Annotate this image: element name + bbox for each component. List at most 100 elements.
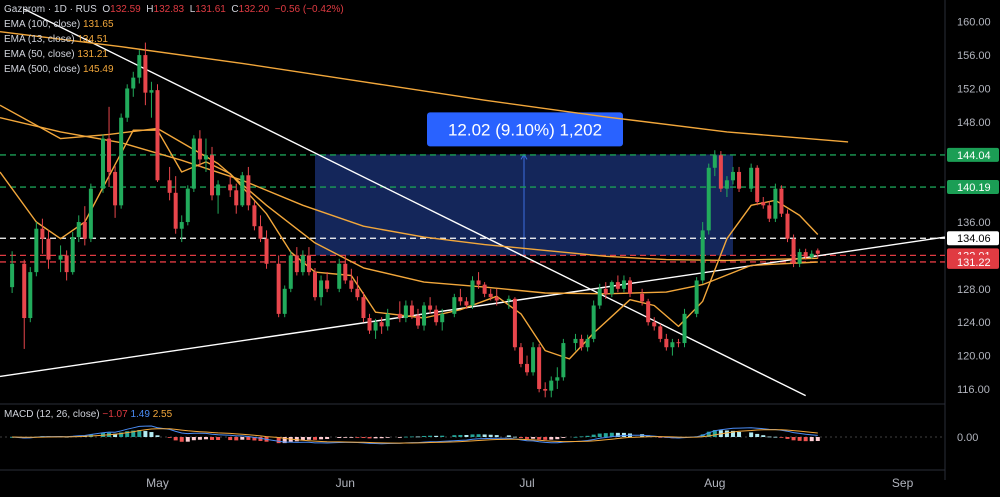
candle-body: [107, 138, 112, 172]
measure-label: 12.02 (9.10%) 1,202: [448, 120, 602, 139]
candle-body: [428, 305, 433, 310]
indicator-ema-50[interactable]: EMA (50, close) 131.21: [4, 47, 344, 62]
candle-body: [555, 377, 560, 381]
macd-histogram-bar: [143, 431, 148, 437]
candle: [773, 183, 778, 223]
candle-body: [470, 280, 475, 306]
candle-body: [458, 297, 463, 302]
candle-body: [482, 284, 487, 294]
open-value: 132.59: [110, 4, 141, 15]
macd-histogram-bar: [440, 435, 445, 437]
candle-body: [276, 263, 281, 314]
ema-line: [0, 117, 818, 262]
macd-histogram-bar: [452, 435, 457, 437]
candle: [785, 209, 790, 243]
candle: [258, 215, 263, 243]
symbol-label[interactable]: Gazprom · 1D · RUS: [4, 4, 97, 15]
candle: [518, 343, 523, 368]
candle-body: [300, 255, 305, 273]
time-tick-label: Aug: [704, 476, 725, 490]
candle-body: [119, 117, 124, 206]
macd-legend[interactable]: MACD (12, 26, close) −1.07 1.49 2.55: [4, 409, 172, 420]
candle: [506, 295, 511, 309]
macd-histogram-bar: [403, 436, 408, 438]
indicator-label: EMA (50, close): [4, 49, 75, 60]
time-tick-label: May: [146, 476, 169, 490]
candle: [40, 218, 45, 254]
candle: [476, 272, 481, 289]
macd-histogram-bar: [228, 437, 233, 441]
candle-body: [197, 138, 202, 160]
macd-histogram-bar: [761, 435, 766, 437]
candle: [737, 166, 742, 192]
macd-histogram-bar: [597, 433, 602, 437]
candle: [355, 276, 360, 301]
candle: [337, 258, 342, 293]
candle: [379, 317, 384, 334]
macd-histogram-bar: [791, 437, 796, 441]
candle: [718, 151, 723, 192]
price-tag-label: 144.04: [957, 150, 991, 162]
candle: [458, 288, 463, 306]
candle-body: [415, 315, 420, 326]
macd-histogram-bar: [706, 431, 711, 437]
candle: [107, 106, 112, 187]
candle-body: [488, 293, 493, 298]
macd-histogram-bar: [767, 436, 772, 438]
macd-histogram-bar: [282, 437, 287, 444]
candle: [676, 338, 681, 348]
candle: [452, 293, 457, 318]
candle: [167, 166, 172, 201]
candle: [100, 134, 105, 193]
macd-histogram-bar: [561, 437, 566, 438]
candle-body: [34, 228, 39, 273]
indicator-ema-100[interactable]: EMA (100, close) 131.65: [4, 17, 344, 32]
macd-histogram-bar: [294, 437, 299, 442]
macd-histogram-bar: [276, 437, 281, 444]
macd-tick-label: 0.00: [957, 432, 978, 444]
macd-value-3: 2.55: [152, 409, 173, 420]
macd-histogram-bar: [155, 435, 160, 437]
macd-histogram-bar: [434, 435, 439, 437]
macd-histogram-bar: [349, 437, 354, 438]
candle-body: [452, 297, 457, 314]
candle: [591, 300, 596, 343]
macd-histogram-bar: [579, 436, 584, 438]
candle-body: [422, 305, 427, 326]
macd-histogram-bar: [815, 437, 820, 441]
indicator-value: 134.51: [77, 34, 108, 45]
price-tag-bg: [947, 147, 999, 162]
macd-histogram-bar: [730, 430, 735, 437]
macd-histogram-bar: [246, 437, 251, 440]
candle: [488, 288, 493, 301]
close-label: C: [231, 4, 239, 15]
macd-histogram-bar: [216, 437, 221, 440]
indicator-value: 131.21: [77, 49, 108, 60]
indicator-value: 145.49: [82, 64, 114, 75]
candle: [712, 150, 717, 177]
indicator-ema-500[interactable]: EMA (500, close) 145.49: [4, 62, 344, 77]
candle-body: [670, 342, 675, 348]
candle-body: [40, 228, 45, 239]
indicator-ema-13[interactable]: EMA (13, close) 134.51: [4, 32, 344, 47]
macd-histogram-bar: [113, 433, 118, 437]
candle-body: [234, 190, 239, 206]
candle: [403, 300, 408, 323]
candle-body: [210, 155, 215, 196]
candle-body: [397, 313, 402, 319]
candle: [349, 268, 354, 293]
macd-histogram-bar: [621, 432, 626, 437]
candle: [373, 318, 378, 339]
candle-body: [203, 155, 208, 160]
candle: [561, 338, 566, 381]
candle: [464, 297, 469, 309]
macd-histogram-bar: [343, 437, 348, 438]
candle-body: [658, 326, 663, 339]
candle-body: [246, 175, 251, 206]
candle: [585, 334, 590, 352]
time-tick-label: Sep: [892, 476, 914, 490]
candle-body: [167, 180, 172, 193]
macd-histogram-bar: [191, 437, 196, 441]
candle-body: [700, 230, 705, 281]
